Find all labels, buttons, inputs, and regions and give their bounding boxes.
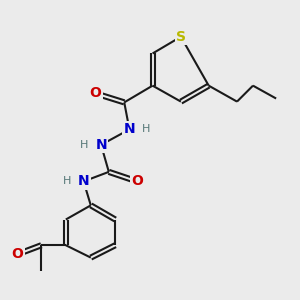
Text: O: O (89, 86, 101, 100)
Text: N: N (124, 122, 135, 136)
Text: O: O (131, 174, 143, 188)
Text: N: N (78, 174, 89, 188)
Text: H: H (63, 176, 71, 186)
Text: S: S (176, 30, 186, 44)
Text: H: H (142, 124, 150, 134)
Text: H: H (80, 140, 89, 150)
Text: O: O (11, 247, 23, 261)
Text: N: N (95, 138, 107, 152)
